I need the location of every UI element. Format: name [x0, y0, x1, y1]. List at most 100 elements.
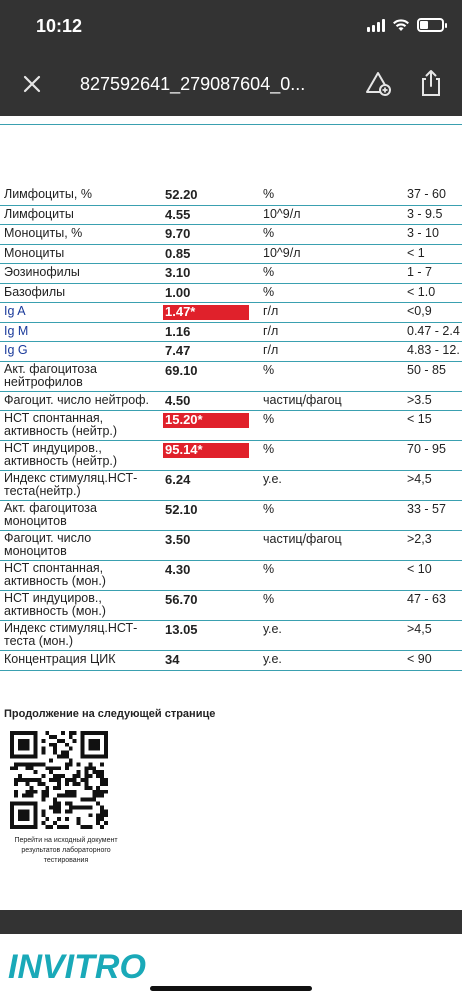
result-unit: 10^9/л	[263, 206, 301, 221]
result-name: Моноциты, %	[4, 226, 83, 240]
result-name: НСТ индуциров., активность (нейтр.)	[4, 441, 118, 468]
result-value: 1.16	[165, 323, 191, 339]
markup-icon[interactable]	[364, 70, 392, 98]
result-unit: %	[263, 562, 275, 576]
result-reference: 33 - 57	[407, 502, 446, 516]
page-gap	[0, 910, 462, 934]
result-reference: 1 - 7	[407, 265, 433, 279]
table-row: Индекс стимуляц.НСТ-теста (мон.) 13.05 у.е…	[0, 621, 462, 651]
table-row: Акт. фагоцитоза нейтрофилов 69.10% 50 - 85	[0, 362, 462, 392]
table-row: Акт. фагоцитоза моноцитов 52.10% 33 - 57	[0, 501, 462, 531]
invitro-logo: INVITRO	[8, 948, 146, 986]
result-value: 1.47*	[163, 305, 249, 320]
result-unit: %	[263, 362, 275, 377]
result-reference: 4.83 - 12.	[407, 343, 460, 357]
result-reference: 0.47 - 2.4	[407, 323, 460, 338]
result-name: Ig G	[4, 343, 28, 357]
qr-code[interactable]	[10, 731, 108, 829]
result-reference: >4,5	[407, 472, 432, 486]
table-row: НСТ спонтанная, активность (мон.) 4.30% < …	[0, 561, 462, 591]
document-page[interactable]: Лимфоциты, % 52.20% 37 - 60 Лимфоциты 4.55 10…	[0, 116, 462, 910]
result-unit: %	[263, 284, 275, 299]
result-unit: %	[263, 226, 275, 240]
result-reference: >3.5	[407, 392, 432, 407]
result-value: 34	[165, 652, 180, 667]
result-value: 69.10	[165, 362, 198, 378]
result-unit: %	[263, 502, 275, 516]
table-row: Фагоцит. число нейтроф. 4.50 частиц/фагоц >…	[0, 392, 462, 411]
result-value: 4.55	[165, 206, 191, 222]
result-value: 7.47	[165, 343, 191, 358]
result-value: 56.70	[165, 592, 198, 607]
result-unit: у.е.	[263, 652, 282, 666]
result-unit: %	[263, 265, 275, 279]
table-row: Моноциты 0.85 10^9/л < 1	[0, 245, 462, 264]
result-reference: < 1.0	[407, 284, 436, 299]
home-indicator[interactable]	[150, 986, 312, 991]
result-name: Акт. фагоцитоза моноцитов	[4, 501, 97, 528]
result-name: Фагоцит. число нейтроф.	[4, 392, 149, 407]
result-unit: %	[263, 442, 275, 456]
result-name: Индекс стимуляц.НСТ-теста(нейтр.)	[4, 471, 138, 498]
cut-off-row-divider	[0, 124, 462, 125]
result-name: Фагоцит. число моноцитов	[4, 531, 92, 558]
result-name: Лимфоциты, %	[4, 187, 92, 201]
result-reference: <0,9	[407, 304, 432, 318]
result-reference: 70 - 95	[407, 442, 446, 456]
result-reference: 37 - 60	[407, 187, 446, 201]
result-value: 52.10	[165, 502, 198, 517]
result-unit: у.е.	[263, 622, 282, 636]
result-value: 4.50	[165, 392, 191, 408]
result-name: НСТ спонтанная, активность (мон.)	[4, 561, 106, 588]
table-row: Моноциты, % 9.70% 3 - 10	[0, 225, 462, 245]
result-name: НСТ индуциров., активность (мон.)	[4, 591, 106, 618]
result-value: 1.00	[165, 284, 191, 300]
status-icons	[367, 18, 447, 32]
status-bar: 10:12	[0, 0, 462, 56]
result-unit: у.е.	[263, 472, 282, 486]
result-value: 3.10	[165, 265, 191, 280]
share-icon[interactable]	[418, 68, 444, 98]
result-value: 6.24	[165, 472, 191, 487]
table-row: Индекс стимуляц.НСТ-теста(нейтр.) 6.24 у.е…	[0, 471, 462, 501]
result-name: НСТ спонтанная, активность (нейтр.)	[4, 411, 118, 438]
result-unit: %	[263, 412, 275, 426]
result-name: Лимфоциты	[4, 206, 74, 221]
qr-caption: Перейти на исходный документ результатов…	[14, 837, 118, 864]
results-table: Лимфоциты, % 52.20% 37 - 60 Лимфоциты 4.55 10…	[0, 186, 462, 671]
table-row: Лимфоциты 4.55 10^9/л 3 - 9.5	[0, 206, 462, 225]
result-name: Эозинофилы	[4, 265, 80, 279]
result-name: Моноциты	[4, 245, 65, 260]
result-reference: 3 - 10	[407, 226, 439, 240]
table-row: Лимфоциты, % 52.20% 37 - 60	[0, 186, 462, 206]
table-row: НСТ индуциров., активность (нейтр.) 95.14…	[0, 441, 462, 471]
table-row: НСТ индуциров., активность (мон.) 56.70% 4…	[0, 591, 462, 621]
document-toolbar: 827592641_279087604_0...	[0, 56, 462, 116]
document-title: 827592641_279087604_0...	[80, 74, 306, 94]
table-row: Ig M 1.16 г/л 0.47 - 2.4	[0, 323, 462, 342]
table-row: Эозинофилы 3.10% 1 - 7	[0, 264, 462, 284]
result-name: Концентрация ЦИК	[4, 652, 116, 666]
result-reference: 47 - 63	[407, 592, 446, 606]
result-value: 9.70	[165, 226, 191, 241]
result-unit: 10^9/л	[263, 245, 301, 260]
result-name: Базофилы	[4, 284, 66, 299]
table-row: Ig G 7.47 г/л 4.83 - 12.	[0, 342, 462, 362]
result-reference: < 90	[407, 652, 432, 666]
result-unit: г/л	[263, 343, 279, 357]
close-icon[interactable]	[20, 72, 44, 96]
table-row: Фагоцит. число моноцитов 3.50 частиц/фагоц…	[0, 531, 462, 561]
result-value: 52.20	[165, 187, 198, 202]
result-reference: >4,5	[407, 622, 432, 636]
table-row: Базофилы 1.00% < 1.0	[0, 284, 462, 303]
result-value: 13.05	[165, 622, 198, 637]
battery-icon	[417, 18, 447, 32]
result-name: Ig A	[4, 304, 26, 318]
result-value: 95.14*	[163, 443, 249, 458]
status-time: 10:12	[36, 16, 83, 36]
result-value: 0.85	[165, 245, 191, 261]
table-row: Концентрация ЦИК 34 у.е. < 90	[0, 651, 462, 671]
table-row: НСТ спонтанная, активность (нейтр.) 15.20…	[0, 411, 462, 441]
result-name: Ig M	[4, 323, 29, 338]
result-value: 15.20*	[163, 413, 249, 428]
